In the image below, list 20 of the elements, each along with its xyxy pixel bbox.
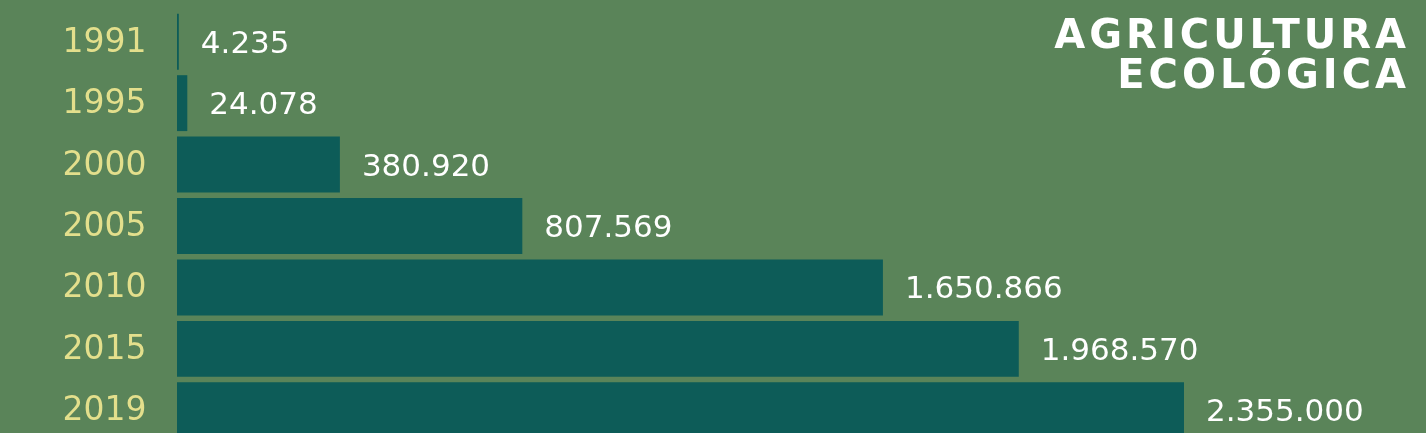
y-tick-label: 2010 [62,266,147,306]
bar [177,320,1019,377]
y-tick-label: 2015 [62,327,147,367]
data-label: 2.355.000 [1206,392,1364,429]
data-label: 807.569 [544,208,673,244]
y-tick-label: 2000 [62,143,147,183]
bar [177,198,523,254]
bar [177,136,340,193]
y-tick-label: 1995 [62,82,147,122]
data-label: 380.920 [361,146,491,183]
bar [177,75,188,132]
data-label: 4.235 [200,23,290,60]
bar [177,259,883,316]
y-tick-label: 1991 [62,20,147,60]
data-label: 1.968.570 [1040,330,1199,367]
y-tick-label: 2005 [62,205,147,244]
data-label: 24.078 [209,85,318,122]
data-label: 1.650.866 [904,269,1063,306]
y-tick-label: 2019 [62,389,147,429]
text: AGRICULTURA ECOLÓGICA [1054,11,1410,97]
